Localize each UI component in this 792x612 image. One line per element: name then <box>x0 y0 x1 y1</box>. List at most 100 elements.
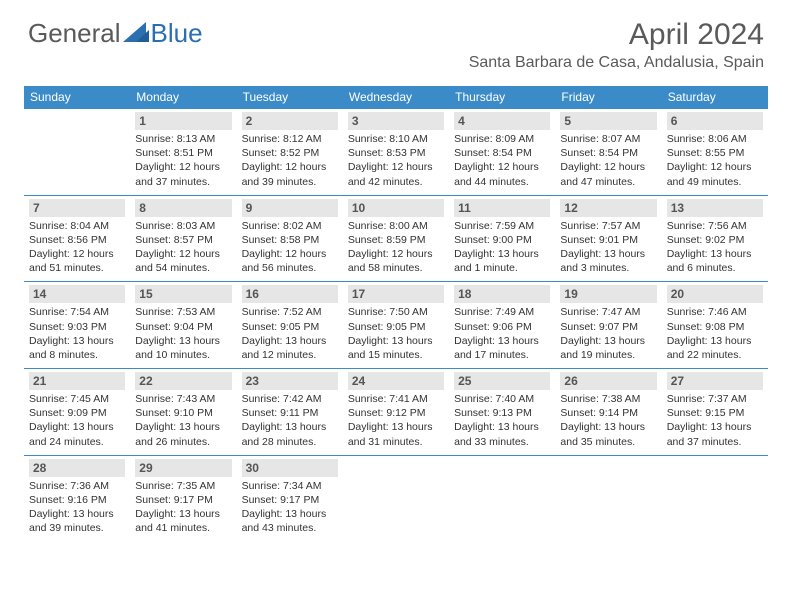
sunset-line: Sunset: 9:09 PM <box>29 406 125 420</box>
sunrise-line: Sunrise: 7:49 AM <box>454 305 550 319</box>
logo-triangle-icon <box>123 18 149 49</box>
daylight-line: Daylight: 13 hours and 12 minutes. <box>242 334 338 362</box>
day-info: Sunrise: 7:41 AMSunset: 9:12 PMDaylight:… <box>348 392 444 449</box>
day-info: Sunrise: 8:13 AMSunset: 8:51 PMDaylight:… <box>135 132 231 189</box>
day-info: Sunrise: 7:57 AMSunset: 9:01 PMDaylight:… <box>560 219 656 276</box>
sunset-line: Sunset: 9:00 PM <box>454 233 550 247</box>
day-cell: 30Sunrise: 7:34 AMSunset: 9:17 PMDayligh… <box>237 455 343 541</box>
sunrise-line: Sunrise: 7:34 AM <box>242 479 338 493</box>
day-cell: 21 Sunrise: 7:45 AMSunset: 9:09 PMDayligh… <box>24 369 130 456</box>
day-cell: 14Sunrise: 7:54 AMSunset: 9:03 PMDayligh… <box>24 282 130 369</box>
day-number: 27 <box>667 372 763 390</box>
sunrise-line: Sunrise: 8:06 AM <box>667 132 763 146</box>
day-number: 5 <box>560 112 656 130</box>
day-number: 15 <box>135 285 231 303</box>
sunset-line: Sunset: 9:02 PM <box>667 233 763 247</box>
sunset-line: Sunset: 9:04 PM <box>135 320 231 334</box>
sunset-line: Sunset: 8:53 PM <box>348 146 444 160</box>
day-number: 30 <box>242 459 338 477</box>
daylight-line: Daylight: 12 hours and 54 minutes. <box>135 247 231 275</box>
sunset-line: Sunset: 9:05 PM <box>242 320 338 334</box>
daylight-line: Daylight: 13 hours and 22 minutes. <box>667 334 763 362</box>
day-info: Sunrise: 8:10 AMSunset: 8:53 PMDaylight:… <box>348 132 444 189</box>
day-number: 3 <box>348 112 444 130</box>
sunset-line: Sunset: 9:12 PM <box>348 406 444 420</box>
day-info: Sunrise: 7:49 AMSunset: 9:06 PMDaylight:… <box>454 305 550 362</box>
sunrise-line: Sunrise: 8:12 AM <box>242 132 338 146</box>
day-number: 14 <box>29 285 125 303</box>
day-cell: 26Sunrise: 7:38 AMSunset: 9:14 PMDayligh… <box>555 369 661 456</box>
daylight-line: Daylight: 13 hours and 28 minutes. <box>242 420 338 448</box>
day-cell: 8Sunrise: 8:03 AMSunset: 8:57 PMDaylight… <box>130 195 236 282</box>
day-number: 11 <box>454 199 550 217</box>
day-number: 26 <box>560 372 656 390</box>
day-cell <box>24 109 130 196</box>
day-cell: 25Sunrise: 7:40 AMSunset: 9:13 PMDayligh… <box>449 369 555 456</box>
day-cell: 23Sunrise: 7:42 AMSunset: 9:11 PMDayligh… <box>237 369 343 456</box>
day-info: Sunrise: 7:45 AMSunset: 9:09 PMDaylight:… <box>29 392 125 449</box>
day-info: Sunrise: 8:06 AMSunset: 8:55 PMDaylight:… <box>667 132 763 189</box>
sunrise-line: Sunrise: 7:46 AM <box>667 305 763 319</box>
sunset-line: Sunset: 8:56 PM <box>29 233 125 247</box>
daylight-line: Daylight: 13 hours and 8 minutes. <box>29 334 125 362</box>
daylight-line: Daylight: 13 hours and 1 minute. <box>454 247 550 275</box>
day-number: 21 <box>29 372 125 390</box>
day-info: Sunrise: 7:43 AMSunset: 9:10 PMDaylight:… <box>135 392 231 449</box>
sunset-line: Sunset: 9:11 PM <box>242 406 338 420</box>
sunrise-line: Sunrise: 8:04 AM <box>29 219 125 233</box>
sunset-line: Sunset: 9:05 PM <box>348 320 444 334</box>
daylight-line: Daylight: 13 hours and 43 minutes. <box>242 507 338 535</box>
day-number: 29 <box>135 459 231 477</box>
sunset-line: Sunset: 9:13 PM <box>454 406 550 420</box>
day-info: Sunrise: 7:56 AMSunset: 9:02 PMDaylight:… <box>667 219 763 276</box>
day-number: 18 <box>454 285 550 303</box>
sunrise-line: Sunrise: 8:10 AM <box>348 132 444 146</box>
day-number: 22 <box>135 372 231 390</box>
day-header: Wednesday <box>343 86 449 109</box>
day-cell <box>555 455 661 541</box>
sunrise-line: Sunrise: 7:36 AM <box>29 479 125 493</box>
sunrise-line: Sunrise: 7:59 AM <box>454 219 550 233</box>
sunrise-line: Sunrise: 7:54 AM <box>29 305 125 319</box>
daylight-line: Daylight: 13 hours and 26 minutes. <box>135 420 231 448</box>
daylight-line: Daylight: 13 hours and 39 minutes. <box>29 507 125 535</box>
day-number: 19 <box>560 285 656 303</box>
day-info: Sunrise: 8:09 AMSunset: 8:54 PMDaylight:… <box>454 132 550 189</box>
day-info: Sunrise: 8:07 AMSunset: 8:54 PMDaylight:… <box>560 132 656 189</box>
week-row: 21Sunrise: 7:45 AMSunset: 9:09 PMDayligh… <box>24 369 768 456</box>
daylight-line: Daylight: 13 hours and 3 minutes. <box>560 247 656 275</box>
daylight-line: Daylight: 13 hours and 37 minutes. <box>667 420 763 448</box>
sunset-line: Sunset: 8:54 PM <box>560 146 656 160</box>
sunset-line: Sunset: 9:06 PM <box>454 320 550 334</box>
day-info: Sunrise: 7:52 AMSunset: 9:05 PMDaylight:… <box>242 305 338 362</box>
sunrise-line: Sunrise: 7:45 AM <box>29 392 125 406</box>
day-cell: 11 Sunrise: 7:59 AMSunset: 9:00 PMDayligh… <box>449 195 555 282</box>
day-number: 16 <box>242 285 338 303</box>
logo-text-part2: Blue <box>151 18 203 49</box>
daylight-line: Daylight: 13 hours and 24 minutes. <box>29 420 125 448</box>
header: General Blue April 2024 Santa Barbara de… <box>0 0 792 80</box>
day-cell: 15Sunrise: 7:53 AMSunset: 9:04 PMDayligh… <box>130 282 236 369</box>
sunrise-line: Sunrise: 7:52 AM <box>242 305 338 319</box>
daylight-line: Daylight: 12 hours and 47 minutes. <box>560 160 656 188</box>
day-cell: 27Sunrise: 7:37 AMSunset: 9:15 PMDayligh… <box>662 369 768 456</box>
day-cell: 17Sunrise: 7:50 AMSunset: 9:05 PMDayligh… <box>343 282 449 369</box>
sunrise-line: Sunrise: 7:43 AM <box>135 392 231 406</box>
day-number: 10 <box>348 199 444 217</box>
day-number: 9 <box>242 199 338 217</box>
day-number: 7 <box>29 199 125 217</box>
day-number: 13 <box>667 199 763 217</box>
sunset-line: Sunset: 8:52 PM <box>242 146 338 160</box>
day-cell: 4Sunrise: 8:09 AMSunset: 8:54 PMDaylight… <box>449 109 555 196</box>
daylight-line: Daylight: 12 hours and 58 minutes. <box>348 247 444 275</box>
daylight-line: Daylight: 13 hours and 35 minutes. <box>560 420 656 448</box>
sunrise-line: Sunrise: 8:09 AM <box>454 132 550 146</box>
sunrise-line: Sunrise: 8:02 AM <box>242 219 338 233</box>
day-number: 23 <box>242 372 338 390</box>
day-header: Saturday <box>662 86 768 109</box>
daylight-line: Daylight: 12 hours and 49 minutes. <box>667 160 763 188</box>
sunrise-line: Sunrise: 7:37 AM <box>667 392 763 406</box>
day-cell: 10Sunrise: 8:00 AMSunset: 8:59 PMDayligh… <box>343 195 449 282</box>
day-info: Sunrise: 7:50 AMSunset: 9:05 PMDaylight:… <box>348 305 444 362</box>
daylight-line: Daylight: 12 hours and 44 minutes. <box>454 160 550 188</box>
